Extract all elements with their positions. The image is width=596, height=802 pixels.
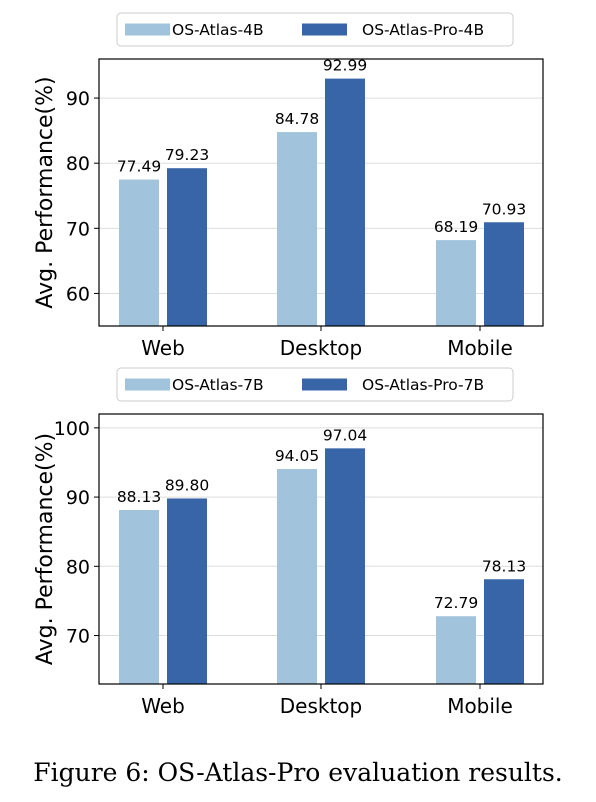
data-label: 84.78 <box>275 110 319 128</box>
y-tick-label: 80 <box>66 556 90 578</box>
y-tick-label: 80 <box>66 153 90 175</box>
y-axis-label: Avg. Performance(%) <box>33 76 58 308</box>
y-tick-label: 70 <box>66 218 90 240</box>
data-label: 77.49 <box>117 158 161 176</box>
legend-entry: OS-Atlas-Pro-7B <box>362 376 484 394</box>
data-label: 72.79 <box>434 594 478 612</box>
data-label: 97.04 <box>323 426 367 444</box>
bar-mobile-os-atlas-pro-4b <box>484 222 524 326</box>
y-tick-label: 90 <box>66 88 90 110</box>
bar-mobile-os-atlas-pro-7b <box>484 579 524 684</box>
y-tick-label: 60 <box>66 283 90 305</box>
bar-web-os-atlas-pro-4b <box>167 168 207 326</box>
data-label: 78.13 <box>482 557 526 575</box>
legend-swatch <box>302 23 347 36</box>
x-tick-label-web: Web <box>141 694 185 718</box>
bar-mobile-os-atlas-4b <box>436 240 476 326</box>
y-axis-label: Avg. Performance(%) <box>33 433 58 665</box>
data-label: 94.05 <box>275 447 319 465</box>
plot-frame <box>98 413 544 685</box>
chart-2: 70 80 90 100 88.13 94.05 72.79 89.80 97.04 78.13 W… <box>33 367 544 718</box>
legend-entry: OS-Atlas-7B <box>172 376 264 394</box>
x-tick-label-web: Web <box>141 336 185 360</box>
data-label: 79.23 <box>165 146 209 164</box>
x-tick-label-desktop: Desktop <box>280 694 362 718</box>
data-label: 92.99 <box>323 57 367 75</box>
y-tick-label: 70 <box>66 626 90 648</box>
chart-1: 60 70 80 90 77.49 84.78 68.19 79.23 92.99 70.93 We… <box>33 12 544 360</box>
legend: OS-Atlas-4B OS-Atlas-Pro-4B <box>116 12 514 47</box>
y-tick-label: 90 <box>66 487 90 509</box>
legend: OS-Atlas-7B OS-Atlas-Pro-7B <box>116 367 514 402</box>
bar-web-os-atlas-4b <box>119 179 159 326</box>
bar-desktop-os-atlas-pro-7b <box>325 448 365 684</box>
x-tick-label-mobile: Mobile <box>447 694 513 718</box>
legend-entry: OS-Atlas-Pro-4B <box>362 21 484 39</box>
bar-desktop-os-atlas-4b <box>277 132 317 326</box>
plot-frame <box>98 58 544 327</box>
figure-caption: Figure 6: OS-Atlas-Pro evaluation result… <box>33 758 563 787</box>
bar-mobile-os-atlas-7b <box>436 616 476 684</box>
legend-swatch <box>125 23 170 36</box>
y-tick-label: 100 <box>54 418 90 440</box>
bar-web-os-atlas-7b <box>119 510 159 684</box>
x-tick-label-desktop: Desktop <box>280 336 362 360</box>
data-label: 68.19 <box>434 218 478 236</box>
bar-web-os-atlas-pro-7b <box>167 498 207 684</box>
x-tick-label-mobile: Mobile <box>447 336 513 360</box>
legend-swatch <box>302 378 347 391</box>
legend-entry: OS-Atlas-4B <box>172 21 264 39</box>
bar-desktop-os-atlas-pro-4b <box>325 78 365 326</box>
figure-svg: 60 70 80 90 77.49 84.78 68.19 79.23 92.99 70.93 We… <box>33 12 544 718</box>
data-label: 88.13 <box>117 488 161 506</box>
legend-swatch <box>125 378 170 391</box>
data-label: 89.80 <box>165 476 209 494</box>
data-label: 70.93 <box>482 200 526 218</box>
bar-desktop-os-atlas-7b <box>277 469 317 684</box>
